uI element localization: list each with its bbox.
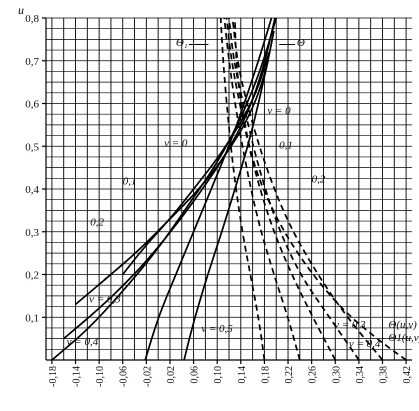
series-theta1-v0-2 bbox=[228, 17, 360, 361]
annotation-label: v = 0,4 bbox=[349, 338, 381, 350]
x-tick-label: 0,10 bbox=[213, 366, 224, 384]
x-tick-label: -0,14 bbox=[72, 366, 83, 387]
y-tick-label: 0,7 bbox=[25, 56, 39, 68]
x-tick-label: -0,06 bbox=[119, 366, 130, 387]
x-tick-label: 0,42 bbox=[402, 366, 413, 384]
series-theta-v0-5 bbox=[144, 17, 273, 361]
y-axis-label: u bbox=[18, 3, 24, 17]
series-theta-v0-2 bbox=[74, 30, 275, 306]
annotation-label: v = 0,5 bbox=[201, 323, 233, 335]
y-tick-label: 0,1 bbox=[25, 312, 39, 324]
series-theta-v0-4 bbox=[51, 17, 278, 361]
annotations-layer: Θ₁ Θv = 0 v = 0 0,1 0,1 0,2 0,2 v = 0,3 v = 0,5 v… bbox=[67, 37, 419, 350]
x-tick-label: -0,18 bbox=[48, 366, 59, 387]
annotation-label: v = 0,4 bbox=[67, 336, 99, 348]
y-tick-label: 0,8 bbox=[25, 13, 39, 25]
series-theta-v0-3 bbox=[63, 17, 276, 340]
annotation-label: Θ₁ bbox=[176, 37, 188, 49]
y-tick-label: 0,4 bbox=[25, 184, 39, 196]
x-tick-label: 0,22 bbox=[284, 366, 295, 384]
x-tick-label: 0,06 bbox=[190, 366, 201, 384]
annotation-label: v = 0,3 bbox=[334, 319, 366, 331]
series-theta1-v0-1 bbox=[231, 17, 384, 361]
annotation-label: v = 0 bbox=[267, 105, 291, 117]
x-tick-label: 0,14 bbox=[237, 366, 248, 384]
y-tick-label: 0,6 bbox=[25, 99, 39, 111]
annotation-label: Θ bbox=[297, 37, 305, 49]
axes: 0,1 0,2 0,3 0,4 0,5 0,6 0,7 0,8 -0,18 -0,14 -0,10 -… bbox=[25, 13, 413, 387]
series-theta1-v0 bbox=[234, 17, 407, 361]
annotation-label: 0,1 bbox=[279, 139, 293, 151]
x-tick-label: 0,18 bbox=[260, 366, 271, 384]
annotation-label: v = 0 bbox=[164, 137, 188, 149]
annotation-label: v = 0,3 bbox=[89, 293, 121, 305]
x-tick-label: 0,30 bbox=[331, 366, 342, 384]
series-theta1-v0-5 bbox=[219, 17, 266, 361]
annotation-label: Θ1(u,v) bbox=[388, 332, 419, 344]
annotation-label: 0,2 bbox=[312, 174, 326, 186]
y-tick-label: 0,3 bbox=[25, 227, 39, 239]
annotation-label: Θ(u,v) bbox=[388, 319, 417, 331]
x-tick-label: -0,02 bbox=[142, 366, 153, 387]
annotation-label: 0,1 bbox=[123, 176, 137, 188]
x-tick-label: -0,10 bbox=[95, 366, 106, 387]
series-theta-v0-1 bbox=[122, 51, 270, 276]
x-tick-label: 0,02 bbox=[166, 366, 177, 384]
x-tick-label: 0,26 bbox=[308, 366, 319, 384]
series-layer bbox=[51, 17, 407, 361]
x-tick-label: 0,38 bbox=[378, 366, 389, 384]
annotation-label: 0,2 bbox=[90, 216, 104, 228]
x-tick-label: 0,34 bbox=[355, 366, 366, 384]
y-tick-label: 0,5 bbox=[25, 141, 39, 153]
y-tick-label: 0,2 bbox=[25, 270, 39, 282]
grid bbox=[46, 17, 412, 360]
